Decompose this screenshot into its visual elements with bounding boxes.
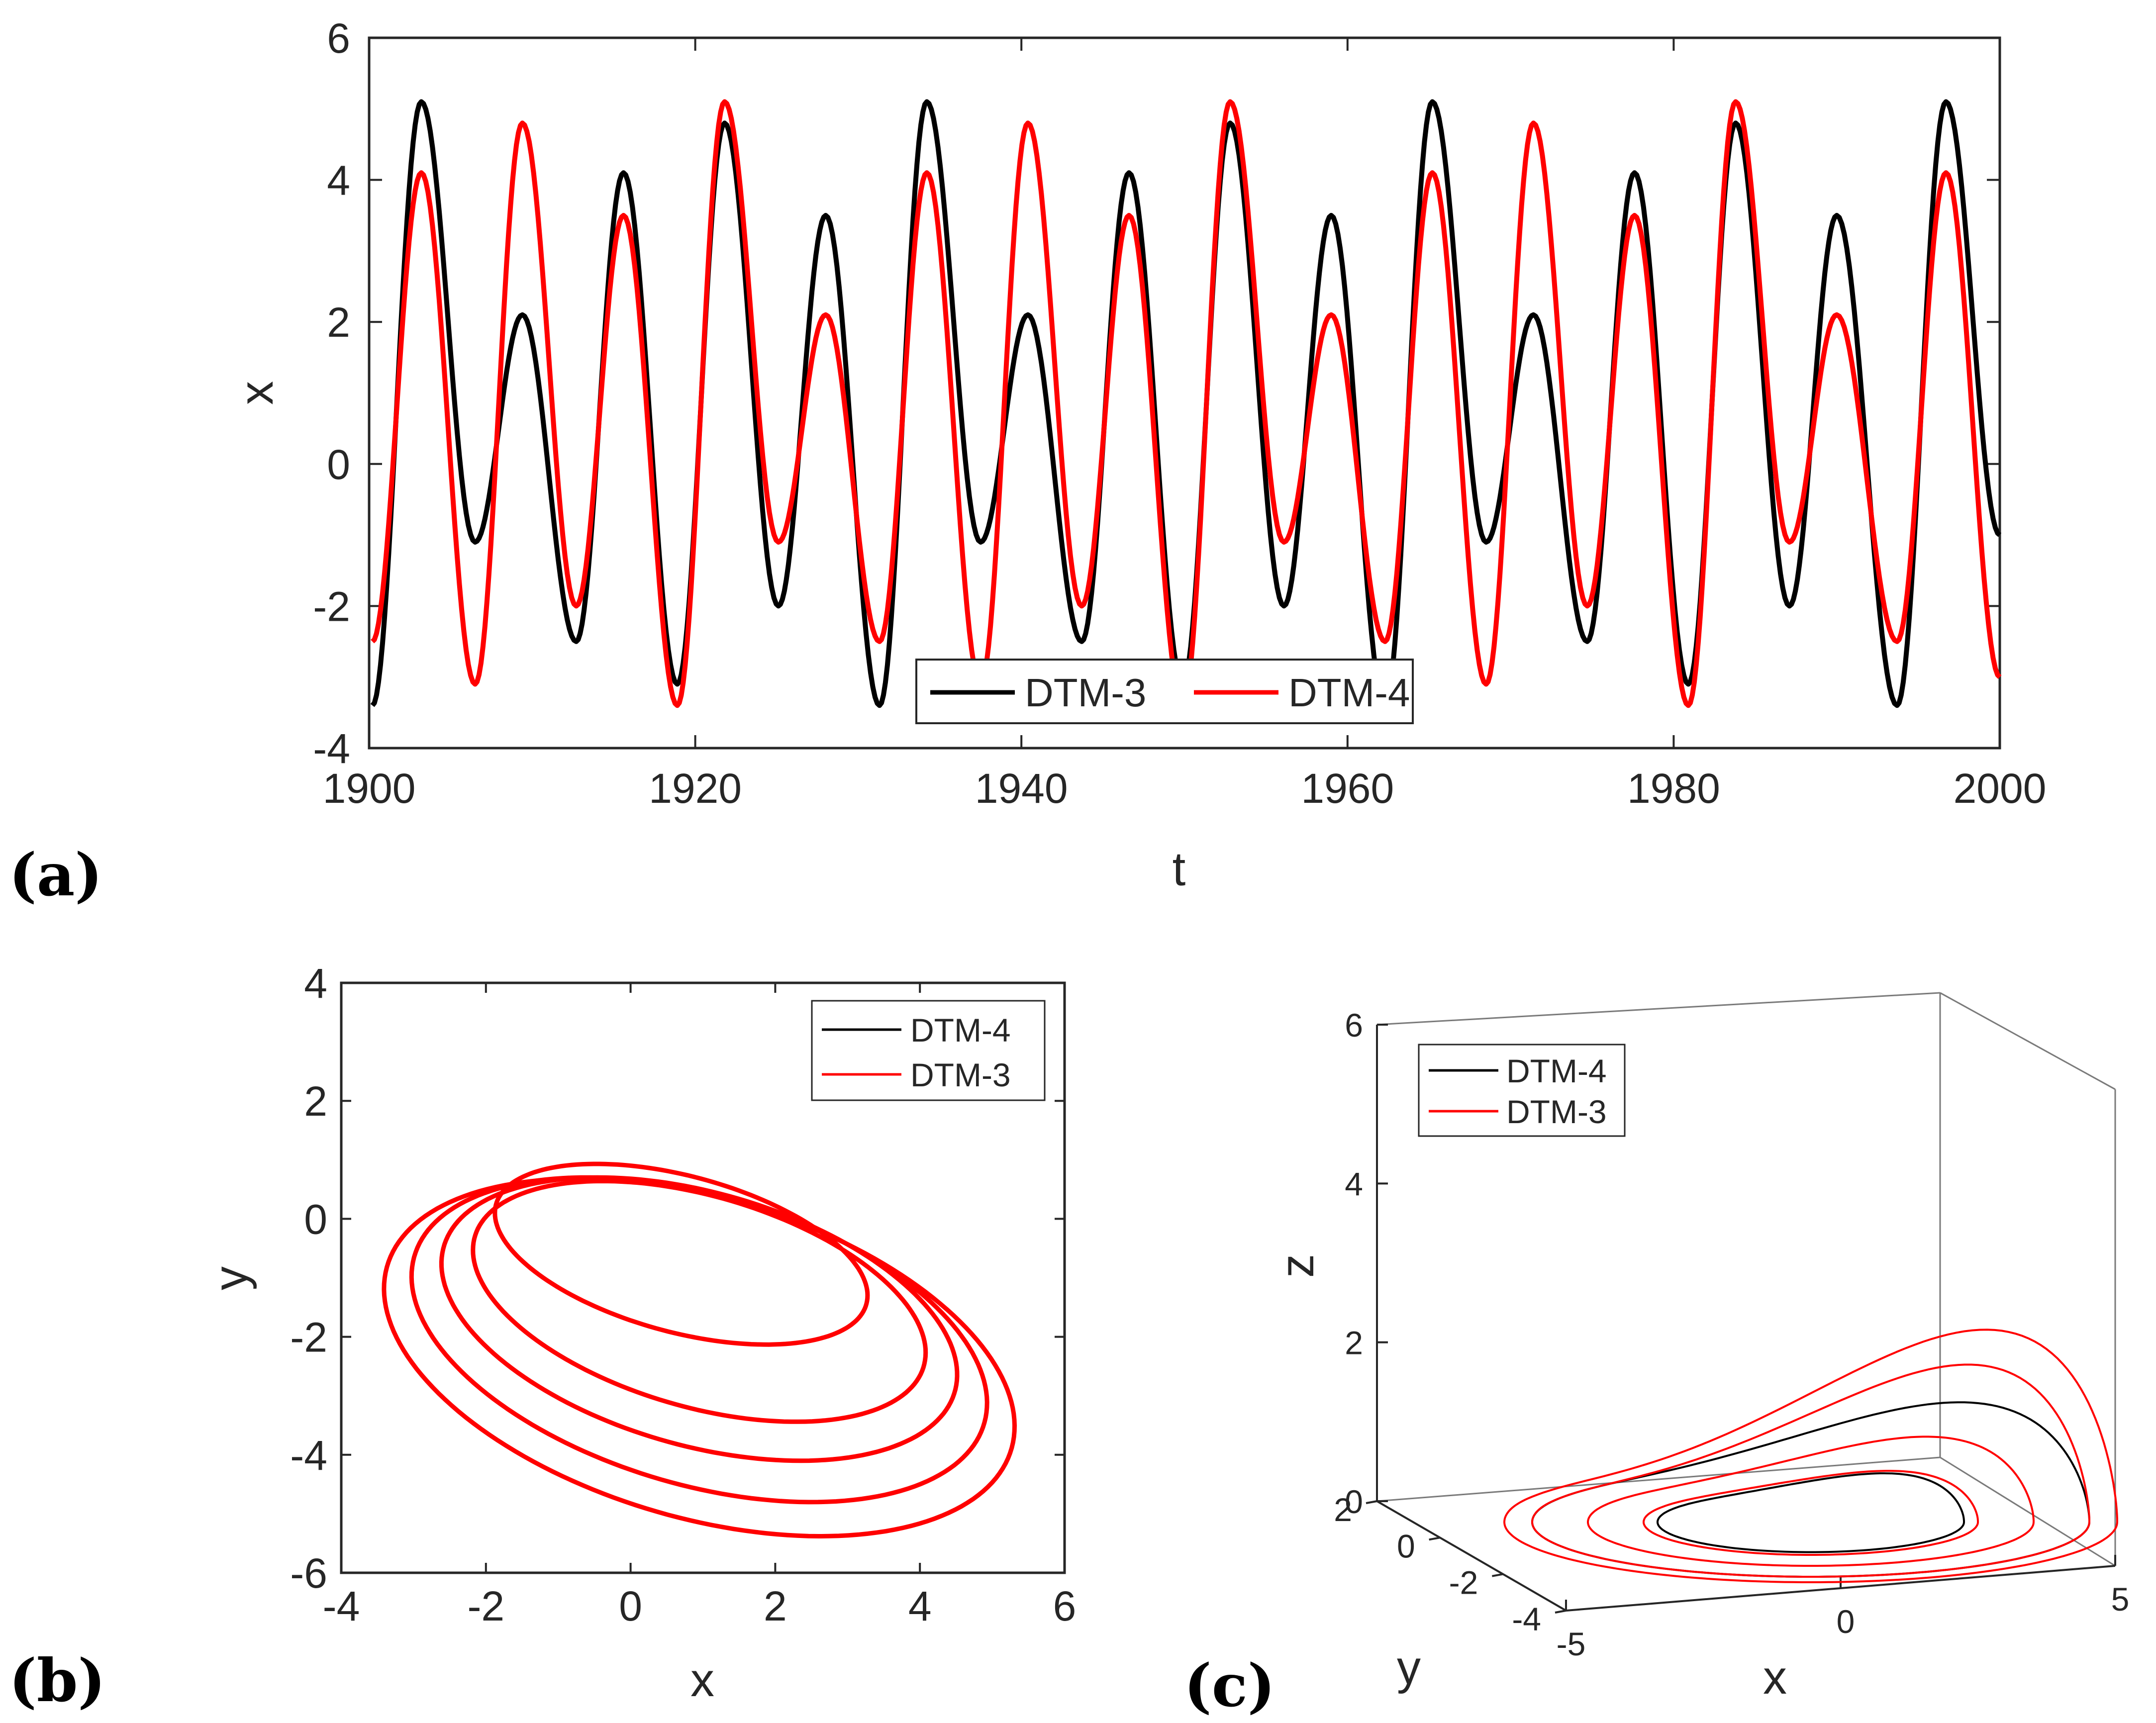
panel-a-legend-label-dtm3: DTM-3	[1025, 670, 1146, 715]
panel-c-loop-dtm-3-4	[1531, 1363, 2090, 1578]
panel-c-legend-box	[1418, 1044, 1626, 1137]
panel-b-ytick-label: -6	[290, 1550, 327, 1597]
panel-b-ylabel: y	[204, 1266, 257, 1290]
panel-a-ytick-label: 4	[327, 157, 350, 204]
panel-c-ztick-label: 0	[1345, 1483, 1363, 1520]
panel-b-curves	[382, 1161, 1017, 1539]
panel-b-xlabel: x	[690, 1653, 714, 1707]
panel-a-xtick-label: 1920	[649, 765, 742, 812]
panel-a-xtick-label: 1940	[975, 765, 1068, 812]
panel-c-ytick-label: 0	[1397, 1528, 1415, 1564]
panel-b-ytick-label: 0	[304, 1196, 327, 1243]
panel-c-ytick-mark	[1366, 1500, 1377, 1504]
panel-c-label: (c)	[1184, 1651, 1275, 1720]
panel-c-ylabel: y	[1397, 1641, 1421, 1694]
panel-c-xtick-label: 0	[1837, 1603, 1855, 1640]
panel-b-xtick-label: 2	[764, 1583, 787, 1629]
panel-c-box-frame	[1376, 992, 2116, 1567]
panel-a-xlabel: t	[1173, 843, 1186, 896]
panel-c-legend-label-dtm4: DTM-4	[1506, 1053, 1607, 1089]
panel-b-legend-box	[811, 1000, 1046, 1101]
panel-a-ytick-label: 2	[327, 299, 350, 346]
panel-b-ytick-label: -2	[290, 1314, 327, 1361]
panel-b-ytick-label: 4	[304, 960, 327, 1007]
panel-a-ytick-label: 6	[327, 15, 350, 62]
panel-c-xlabel: x	[1763, 1651, 1787, 1704]
panel-b-xtick-label: 6	[1053, 1583, 1077, 1629]
panel-b-legend: DTM-4 DTM-3	[811, 1000, 1046, 1101]
panel-b-loop-2	[471, 1178, 928, 1424]
panel-c-loop-dtm-4-2	[1656, 1472, 1965, 1553]
panel-b-y-ticks: -6 -4 -2 0 2 4	[290, 960, 1065, 1597]
panel-c-loop-dtm-3-5	[1586, 1436, 2035, 1567]
panel-a-xtick-label: 2000	[1954, 765, 2047, 812]
panel-c-curves	[1503, 1329, 2118, 1583]
panel-a-legend-label-dtm4: DTM-4	[1288, 670, 1410, 715]
panel-b-x-ticks: -4 -2 0 2 4 6	[323, 983, 1077, 1629]
panel-b-ytick-label: -4	[290, 1432, 327, 1479]
panel-c-loop-dtm-3-6	[1642, 1470, 1979, 1556]
panel-b-axes-box	[340, 981, 1066, 1574]
panel-b-xtick-label: -4	[323, 1583, 360, 1629]
panel-a-label: (a)	[9, 840, 102, 909]
panel-c-ytick-mark	[1555, 1610, 1567, 1614]
panel-c-zlabel: z	[1271, 1254, 1324, 1278]
panel-b-loop-5	[382, 1176, 1017, 1539]
panel-c-ztick-label: 2	[1345, 1325, 1363, 1361]
panel-a-legend: DTM-3 DTM-4	[915, 659, 1414, 724]
panel-b-label: (b)	[9, 1646, 105, 1715]
panel-b-xtick-label: -2	[467, 1583, 504, 1629]
panel-c-legend: DTM-4 DTM-3	[1418, 1044, 1626, 1137]
panel-b-xtick-label: 4	[908, 1583, 932, 1629]
panel-c-ytick-label: 2	[1334, 1491, 1352, 1528]
panel-c-ytick-label: -2	[1449, 1564, 1478, 1601]
panel-a-xtick-label: 1980	[1627, 765, 1720, 812]
panel-c-xtick-label: 5	[2111, 1581, 2130, 1618]
panel-c-ytick-mark	[1491, 1573, 1503, 1577]
panel-c-ztick-label: 4	[1345, 1165, 1363, 1202]
panel-c-loop-dtm-3-3	[1503, 1329, 2118, 1583]
panel-a-axes-box	[368, 36, 2001, 750]
panel-a-xtick-label: 1900	[323, 765, 416, 812]
panel-b-xtick-label: 0	[619, 1583, 642, 1629]
panel-a-xtick-label: 1960	[1301, 765, 1394, 812]
panel-c-legend-label-dtm3: DTM-3	[1506, 1093, 1607, 1130]
panel-a-x-ticks: 1900 1920 1940 1960 1980 2000	[323, 38, 2047, 812]
panel-a-ylabel: x	[230, 381, 283, 405]
panel-c-ytick-label: -4	[1512, 1601, 1541, 1637]
panel-a-ytick-label: 0	[327, 441, 350, 488]
panel-b-legend-label-dtm3: DTM-3	[910, 1056, 1011, 1093]
panel-c-xtick-label: -5	[1557, 1626, 1586, 1662]
panel-b-legend-label-dtm4: DTM-4	[910, 1012, 1011, 1049]
panel-c-ztick-label: 6	[1345, 1007, 1363, 1044]
panel-a-curves	[370, 99, 2002, 708]
panel-c-ytick-mark	[1429, 1536, 1441, 1541]
panel-a-y-ticks: -4 -2 0 2 4 6	[313, 15, 2000, 772]
panel-b-ytick-label: 2	[304, 1078, 327, 1125]
panel-c-loop-dtm-4-1	[1531, 1401, 2090, 1578]
panel-a-ytick-label: -4	[313, 725, 350, 772]
panel-a-time-series: 1900 1920 1940 1960 1980 2000 -4 -2 0 2 4 6 t x DT…	[9, 15, 2046, 909]
panel-a-ytick-label: -2	[313, 583, 350, 630]
panel-a-series-dtm-3	[370, 99, 2002, 708]
